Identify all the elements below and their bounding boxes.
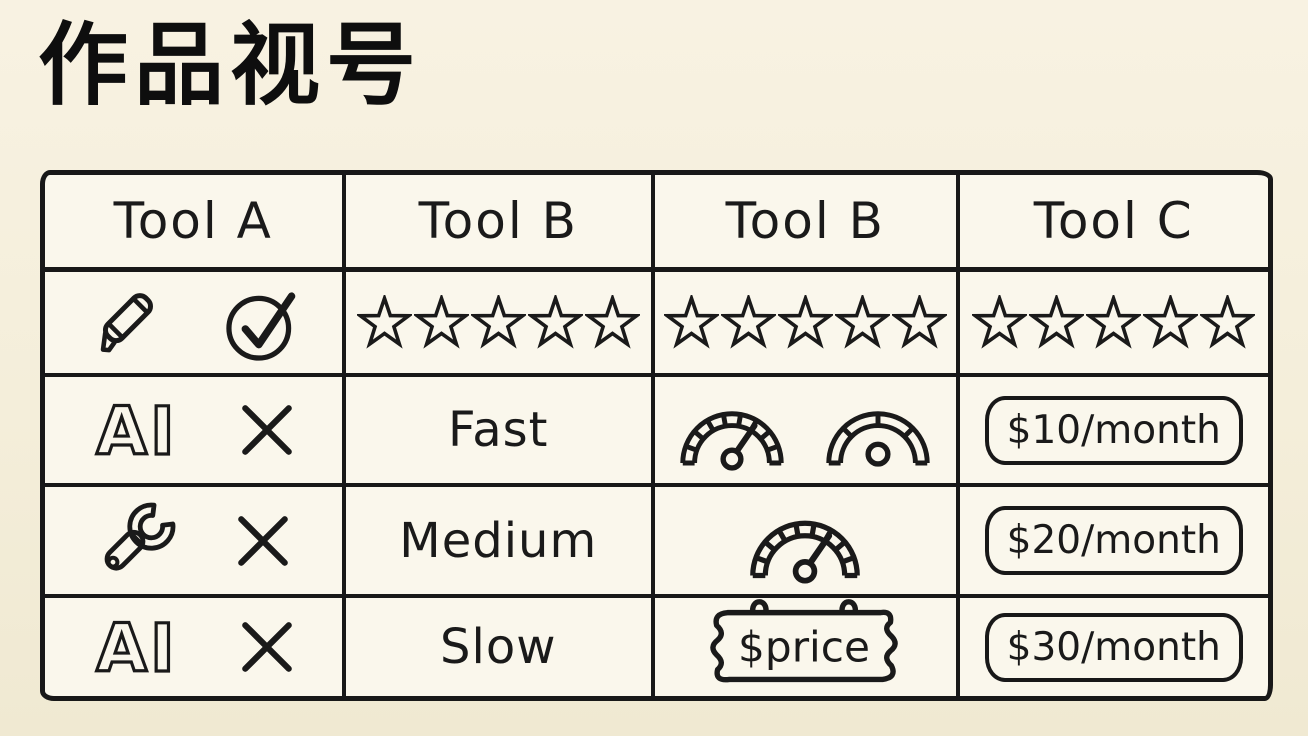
table-cell bbox=[655, 377, 960, 487]
price-pill: $20/month bbox=[984, 506, 1243, 575]
wrench-icon bbox=[104, 502, 176, 571]
speed-cell: Slow bbox=[346, 598, 655, 696]
x-mark-icon bbox=[242, 622, 293, 672]
column-header-tool-b2: Tool B bbox=[655, 175, 960, 272]
price-pill: $30/month bbox=[984, 612, 1243, 682]
star-icon bbox=[720, 295, 776, 349]
speedometer-needle-icon bbox=[680, 410, 784, 471]
check-circle-icon bbox=[226, 291, 296, 361]
column-header-label: Tool A bbox=[113, 192, 273, 250]
column-header-tool-c: Tool C bbox=[959, 175, 1268, 272]
star-icon bbox=[413, 295, 469, 349]
ai-letters-icon: AI bbox=[95, 392, 178, 471]
x-mark-icon bbox=[238, 515, 289, 566]
marker-pen-icon bbox=[101, 292, 154, 352]
column-header-label: Tool B bbox=[725, 192, 885, 250]
star-icon bbox=[584, 295, 640, 349]
speed-cell: Fast bbox=[345, 377, 655, 487]
star-icon bbox=[663, 295, 719, 349]
star-icon bbox=[527, 295, 583, 349]
column-header-label: Tool B bbox=[418, 192, 578, 250]
speed-label: Slow bbox=[440, 619, 557, 675]
speedometer-idle-icon bbox=[826, 410, 930, 467]
star-icon bbox=[356, 295, 412, 349]
star-icon bbox=[834, 295, 890, 349]
price-sign-label: $price bbox=[738, 623, 870, 672]
table-cell bbox=[45, 487, 346, 598]
star-icon bbox=[1029, 295, 1085, 349]
star-icon bbox=[1143, 295, 1199, 349]
table-cell: $price bbox=[655, 598, 960, 696]
ai-letters-icon: AI bbox=[95, 609, 178, 688]
price-pill: $10/month bbox=[984, 395, 1243, 465]
column-header-label: Tool C bbox=[1033, 192, 1194, 250]
star-icon bbox=[1086, 295, 1142, 349]
speed-label: Medium bbox=[399, 512, 598, 569]
price-sign-icon: $price bbox=[710, 599, 899, 683]
page-title: 作品视号 bbox=[38, 13, 422, 118]
price-cell: $20/month bbox=[959, 487, 1268, 598]
table-cell: AI bbox=[45, 598, 346, 696]
column-header-tool-b1: Tool B bbox=[345, 175, 655, 272]
price-cell: $10/month bbox=[959, 377, 1268, 487]
speed-label: Fast bbox=[448, 402, 549, 458]
column-header-tool-a: Tool A bbox=[45, 175, 346, 272]
price-cell: $30/month bbox=[960, 598, 1268, 696]
star-rating bbox=[959, 272, 1268, 377]
ai-letters-label: AI bbox=[96, 611, 178, 687]
star-rating bbox=[655, 272, 960, 377]
star-icon bbox=[470, 295, 526, 349]
star-icon bbox=[972, 295, 1028, 349]
x-mark-icon bbox=[242, 405, 293, 455]
table-cell: AI bbox=[45, 377, 346, 487]
star-rating bbox=[345, 272, 655, 377]
speed-cell: Medium bbox=[345, 487, 655, 598]
star-icon bbox=[1200, 295, 1256, 349]
star-icon bbox=[777, 295, 833, 349]
ai-letters-label: AI bbox=[96, 394, 178, 470]
table-cell bbox=[45, 272, 346, 377]
table-cell bbox=[655, 487, 960, 598]
comparison-table: Tool A Tool B Tool B Tool C bbox=[40, 170, 1273, 701]
speedometer-needle-icon bbox=[750, 520, 861, 584]
star-icon bbox=[891, 295, 947, 349]
